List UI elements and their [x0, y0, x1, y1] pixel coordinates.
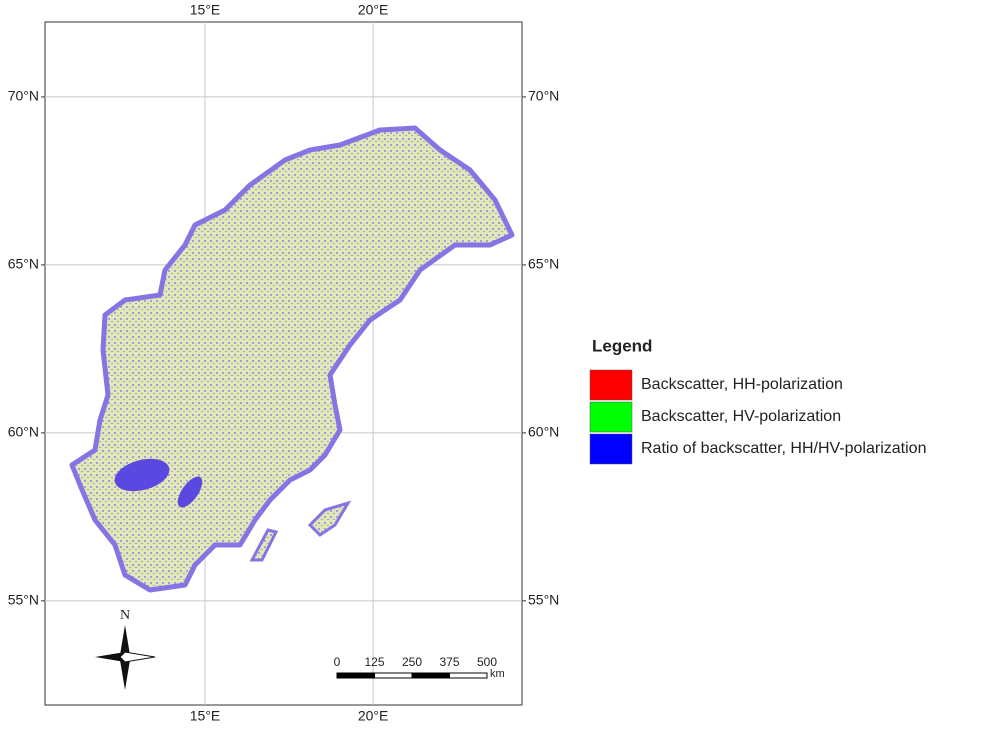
- gotland: [307, 500, 352, 537]
- lat-tick-label: 55°N: [8, 592, 39, 608]
- lat-tick-label: 70°N: [8, 88, 39, 104]
- sweden-landmass: [69, 125, 515, 593]
- lat-tick-label: 65°N: [8, 256, 39, 272]
- lat-tick-label: 60°N: [8, 424, 39, 440]
- legend: Legend Backscatter, HH-polarization Backs…: [589, 336, 926, 465]
- lake-vattern: [177, 476, 203, 508]
- scale-label: 125: [364, 655, 384, 669]
- north-arrow: N: [95, 608, 156, 690]
- scale-label: 250: [402, 655, 422, 669]
- scale-segment: [411, 672, 450, 679]
- legend-label: Ratio of backscatter, HH/HV-polarization: [641, 440, 926, 457]
- graticule: 15°E 15°E 20°E 20°E 70°N 70°N 65°N 65°N 60°N 60°N…: [8, 2, 560, 724]
- legend-swatch: [589, 369, 633, 401]
- legend-label: Backscatter, HV-polarization: [641, 408, 841, 425]
- scale-label: 0: [334, 655, 341, 669]
- scale-unit: km: [490, 668, 505, 680]
- lat-tick-label: 55°N: [528, 592, 559, 608]
- legend-swatch: [589, 433, 633, 465]
- lon-tick-label: 20°E: [358, 2, 389, 18]
- scale-segment: [374, 672, 413, 679]
- legend-title: Legend: [592, 336, 652, 355]
- scale-segment: [449, 672, 488, 679]
- scale-label: 500: [477, 655, 497, 669]
- legend-label: Backscatter, HH-polarization: [641, 376, 843, 393]
- lat-tick-label: 65°N: [528, 256, 559, 272]
- lat-tick-label: 60°N: [528, 424, 559, 440]
- lon-tick-label: 20°E: [358, 708, 389, 724]
- oland: [249, 528, 279, 562]
- north-label: N: [120, 608, 130, 623]
- lon-tick-label: 15°E: [190, 708, 221, 724]
- scale-segment: [336, 672, 375, 679]
- legend-swatch: [589, 401, 633, 433]
- lat-tick-label: 70°N: [528, 88, 559, 104]
- lake-vanern: [114, 458, 170, 492]
- scale-label: 375: [439, 655, 459, 669]
- lon-tick-label: 15°E: [190, 2, 221, 18]
